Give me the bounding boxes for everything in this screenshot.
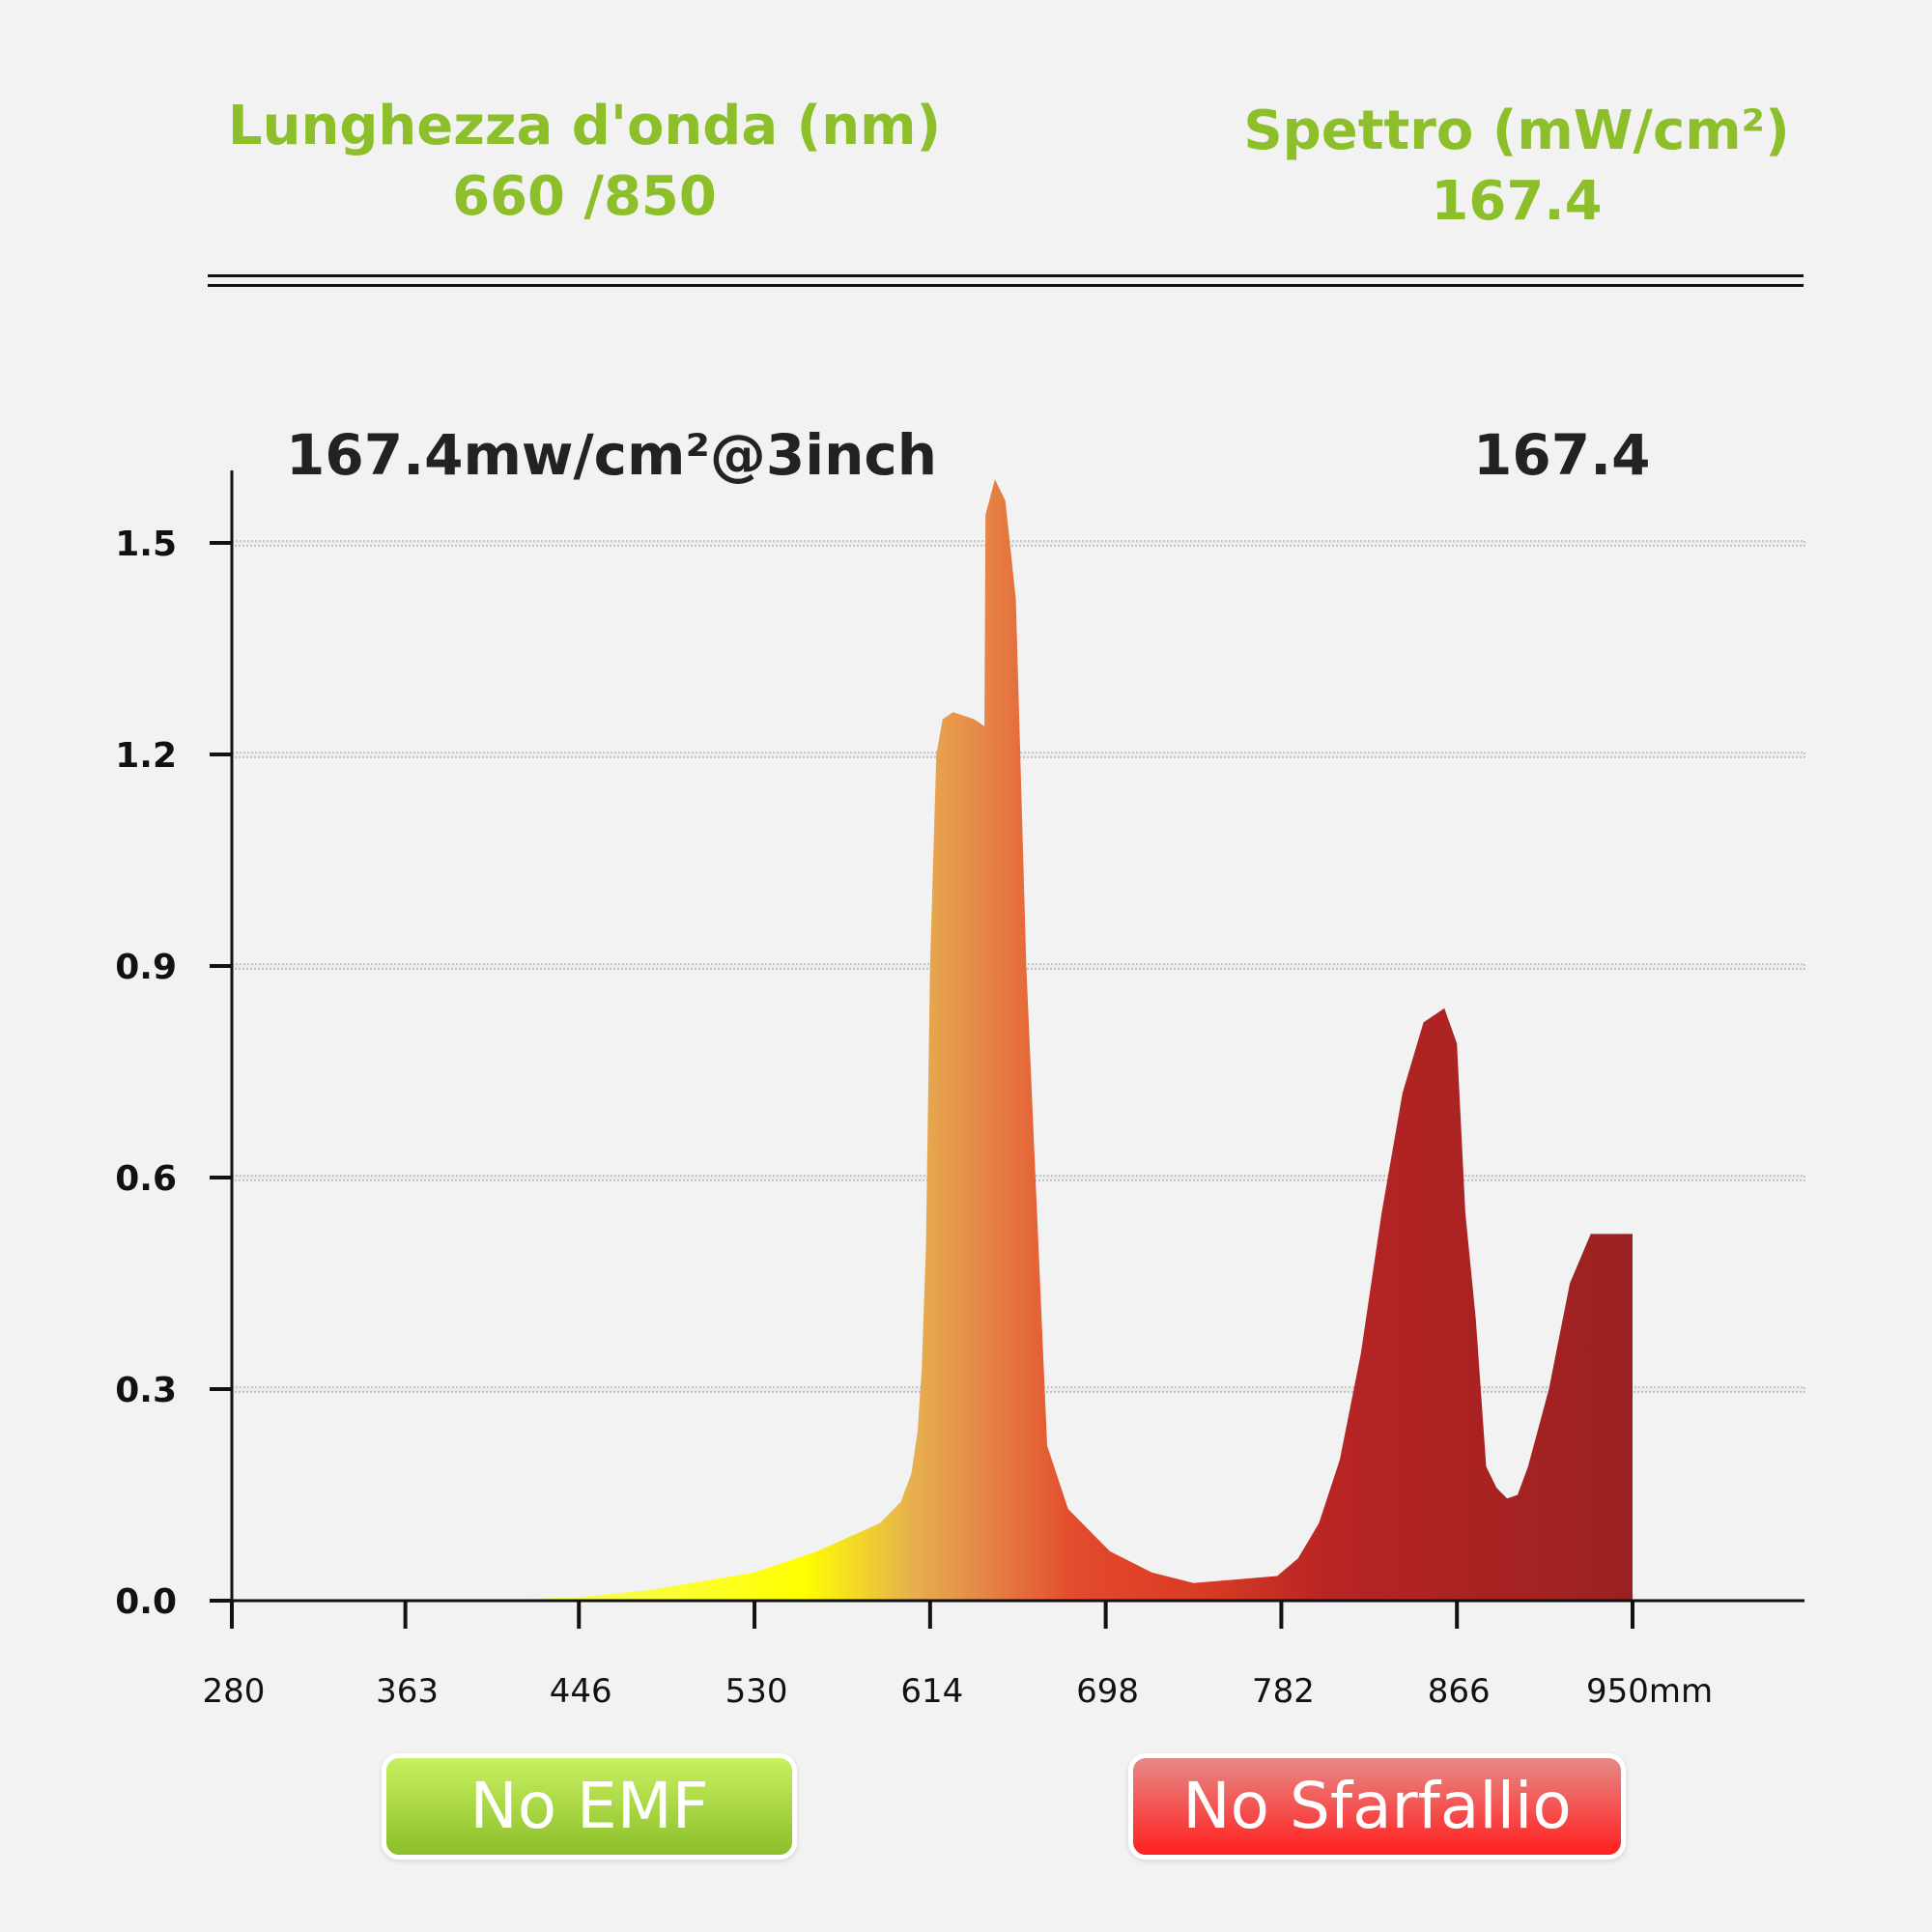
x-tick-label: 614 [900, 1672, 963, 1711]
wavelength-title: Lunghezza d'onda (nm) [227, 95, 942, 157]
x-tick-label: 446 [550, 1672, 612, 1711]
chart-annotation: 167.4mw/cm²@3inch [286, 422, 938, 488]
spectrum-area [232, 479, 1633, 1601]
x-tick-label: 782 [1252, 1672, 1315, 1711]
y-tick-label: 0.9 [115, 948, 177, 987]
spectrum-value: 167.4 [1431, 169, 1603, 233]
axes [230, 470, 1804, 1623]
x-tick-label: 950mm [1586, 1672, 1713, 1711]
y-tick-label: 1.2 [115, 736, 177, 776]
no-flicker-badge: No Sfarfallio [1128, 1753, 1626, 1860]
spectrum-title: Spettro (mW/cm²) [1243, 99, 1790, 162]
y-axis-ticks: 0.0 0.3 0.6 0.9 1.2 1.5 [115, 525, 232, 1622]
no-emf-badge: No EMF [382, 1753, 797, 1860]
y-tick-label: 0.3 [115, 1371, 177, 1410]
x-tick-label: 280 [203, 1672, 266, 1711]
grid-line [231, 540, 1805, 547]
x-tick-label: 530 [725, 1672, 788, 1711]
spectrum-header: Spettro (mW/cm²) 167.4 [1208, 97, 1826, 238]
y-tick-label: 0.6 [115, 1159, 177, 1199]
x-tick-label: 363 [376, 1672, 439, 1711]
header-divider-bottom [208, 284, 1804, 287]
wavelength-header: Lunghezza d'onda (nm) 660 /850 [203, 92, 966, 233]
x-axis-ticks: 280 363 446 530 614 698 782 866 950mm [203, 1601, 1713, 1711]
x-tick-label: 698 [1076, 1672, 1139, 1711]
chart-annotation-value: 167.4 [1473, 422, 1651, 488]
header-divider-top [208, 274, 1804, 277]
y-tick-label: 1.5 [115, 525, 177, 564]
y-tick-label: 0.0 [115, 1582, 177, 1622]
wavelength-value: 660 /850 [452, 164, 717, 228]
x-tick-label: 866 [1428, 1672, 1491, 1711]
